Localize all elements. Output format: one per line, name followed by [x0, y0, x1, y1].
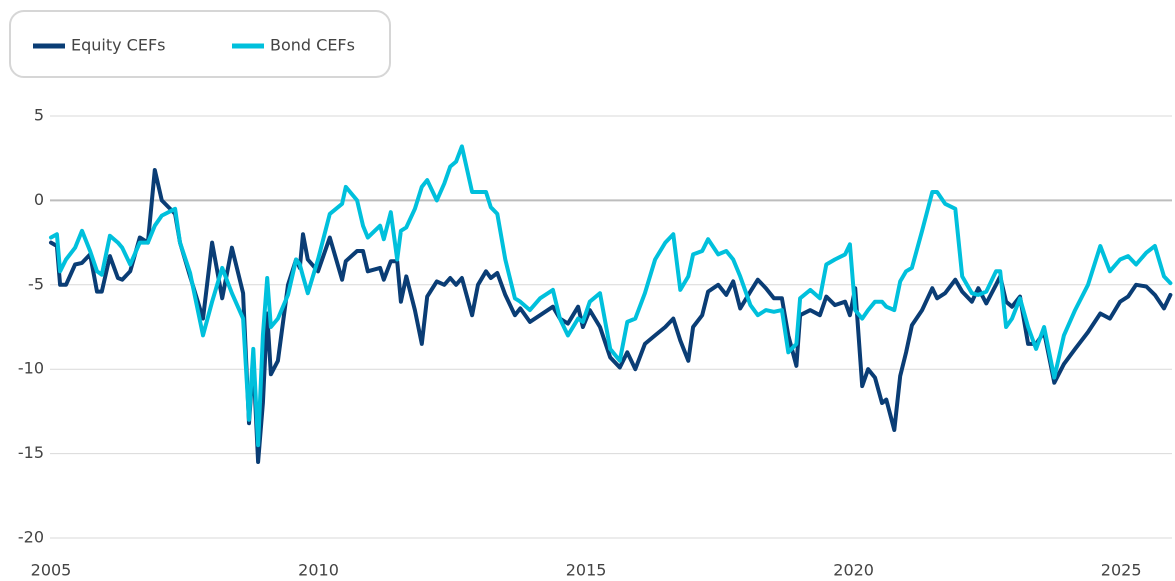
x-tick-label: 2020 [833, 561, 874, 580]
y-tick-label: -10 [18, 359, 44, 378]
y-tick-label: 0 [34, 190, 44, 209]
x-tick-label: 2010 [298, 561, 339, 580]
series-line [49, 168, 1173, 464]
series-line [49, 144, 1173, 448]
legend-label: Bond CEFs [270, 36, 355, 55]
x-tick-label: 2025 [1101, 561, 1142, 580]
y-tick-label: -5 [28, 274, 44, 293]
y-tick-label: -15 [18, 443, 44, 462]
y-tick-label: 5 [34, 106, 44, 125]
x-tick-label: 2005 [31, 561, 72, 580]
y-tick-label: -20 [18, 528, 44, 547]
legend-box [9, 10, 391, 78]
legend-label: Equity CEFs [71, 36, 166, 55]
x-tick-label: 2015 [566, 561, 607, 580]
